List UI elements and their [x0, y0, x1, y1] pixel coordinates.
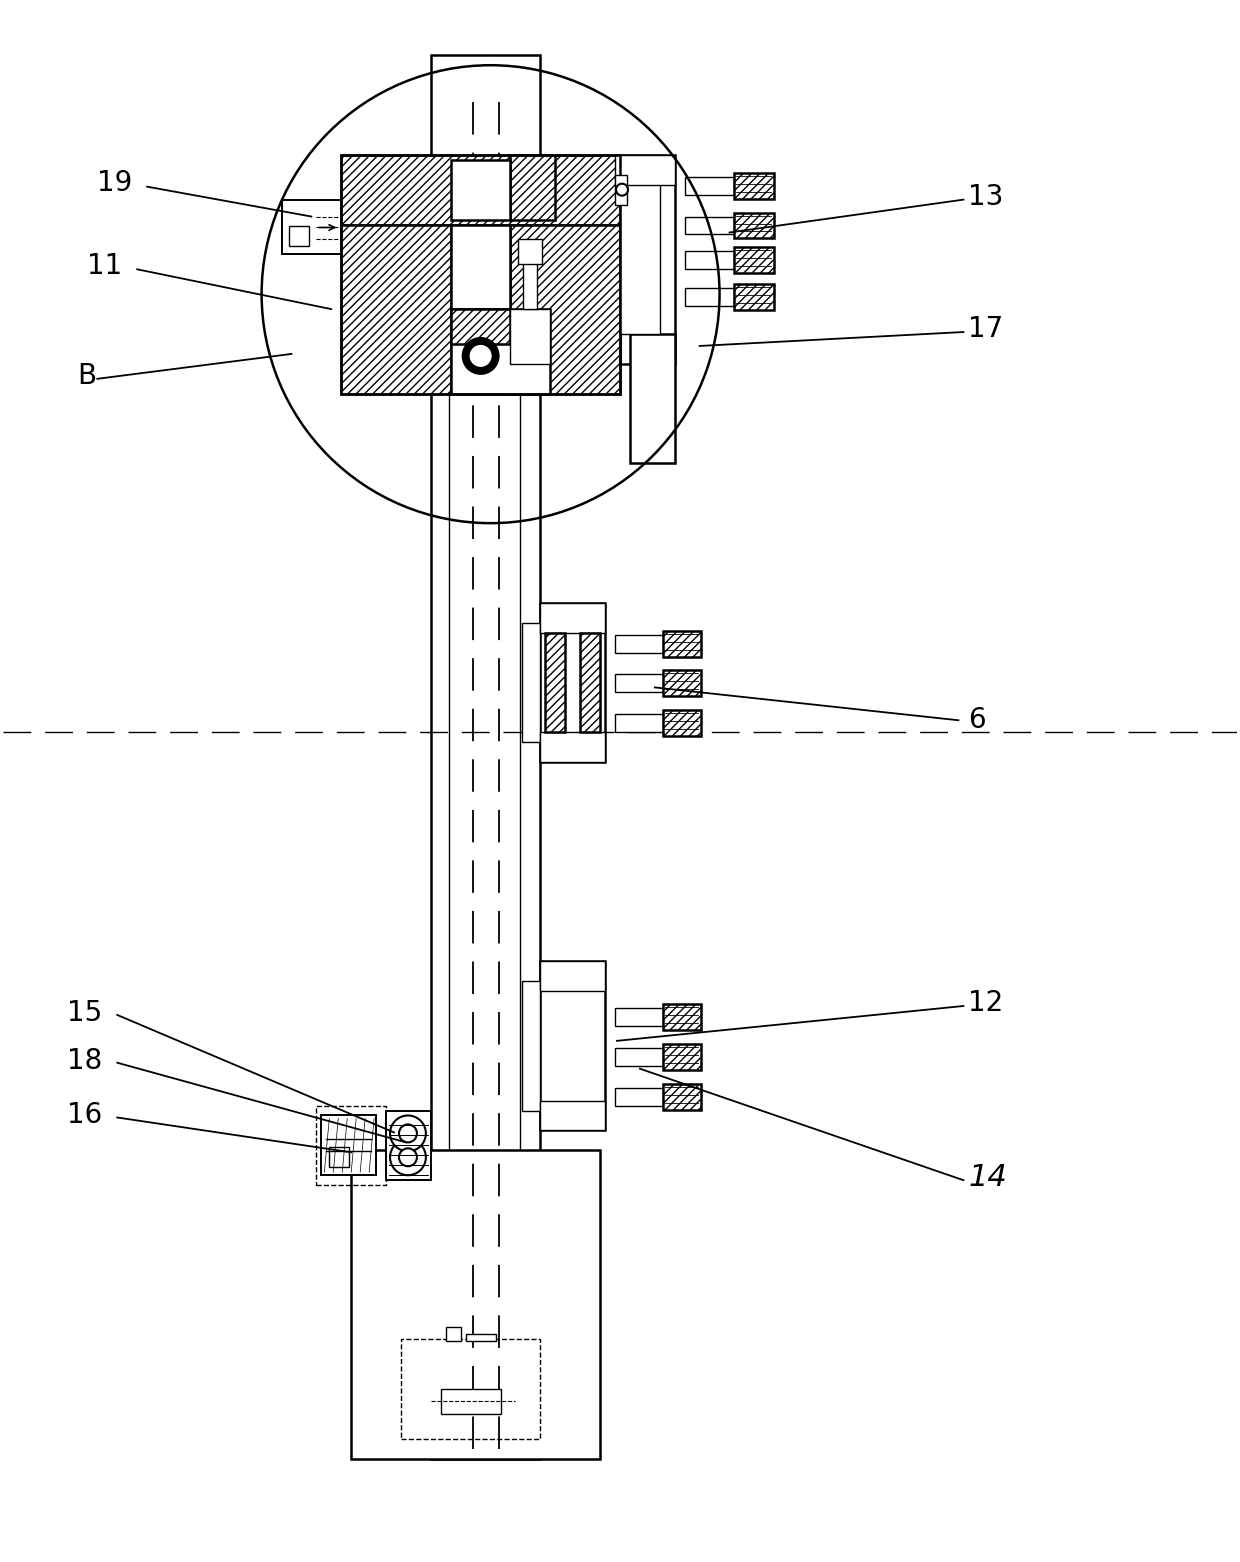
Text: B: B	[77, 362, 97, 390]
Bar	[615, 634, 663, 653]
Bar	[341, 225, 451, 394]
Bar	[663, 1004, 701, 1029]
Bar	[451, 159, 511, 220]
Bar	[541, 1101, 605, 1131]
Bar	[615, 1087, 663, 1106]
Text: 15: 15	[67, 1000, 103, 1026]
Bar	[541, 961, 605, 990]
Bar	[684, 177, 734, 195]
Text: 13: 13	[968, 183, 1004, 211]
Circle shape	[471, 345, 491, 366]
Text: 16: 16	[67, 1101, 103, 1129]
Bar	[663, 1084, 701, 1109]
Bar	[684, 251, 734, 269]
Text: 14: 14	[968, 1162, 1007, 1192]
Text: 6: 6	[968, 706, 986, 734]
Bar	[541, 961, 605, 1131]
Bar	[663, 631, 701, 656]
Bar	[541, 603, 605, 633]
Bar	[615, 675, 663, 692]
Bar	[316, 1106, 386, 1186]
Text: 19: 19	[98, 169, 133, 197]
Bar	[440, 1389, 501, 1414]
Bar	[615, 714, 663, 733]
Bar	[580, 633, 600, 733]
Bar	[522, 623, 541, 742]
Text: 12: 12	[968, 989, 1003, 1017]
Bar	[541, 733, 605, 762]
Bar	[351, 1150, 600, 1459]
Bar	[684, 217, 734, 234]
Bar	[734, 173, 774, 198]
Circle shape	[399, 1148, 417, 1167]
Bar	[289, 226, 310, 247]
Bar	[663, 1043, 701, 1070]
Bar	[523, 259, 537, 309]
Bar	[401, 1340, 541, 1439]
Bar	[684, 289, 734, 306]
Bar	[511, 155, 556, 220]
Bar	[522, 981, 541, 1111]
Bar	[386, 1111, 430, 1181]
Bar	[451, 309, 551, 394]
Bar	[341, 155, 620, 394]
Bar	[321, 1115, 376, 1175]
Bar	[466, 1334, 496, 1342]
Bar	[615, 1048, 663, 1065]
Bar	[615, 175, 627, 205]
Bar	[430, 55, 541, 1459]
Text: 11: 11	[87, 253, 123, 280]
Bar	[734, 284, 774, 311]
Bar	[518, 239, 542, 264]
Bar	[281, 200, 341, 255]
Bar	[615, 155, 675, 184]
Bar	[541, 603, 605, 762]
Circle shape	[391, 1139, 425, 1175]
Bar	[330, 1148, 350, 1167]
Bar	[734, 212, 774, 239]
Bar	[511, 309, 551, 364]
Bar	[451, 309, 511, 344]
Text: 17: 17	[968, 316, 1003, 344]
Bar	[546, 633, 565, 733]
Bar	[446, 1326, 461, 1342]
Bar	[615, 1007, 663, 1026]
Bar	[511, 225, 620, 394]
Bar	[630, 334, 675, 464]
Circle shape	[616, 184, 627, 195]
Circle shape	[391, 1115, 425, 1151]
Circle shape	[399, 1125, 417, 1142]
Bar	[451, 225, 511, 309]
Bar	[663, 711, 701, 736]
Bar	[734, 247, 774, 273]
Circle shape	[463, 337, 498, 373]
Bar	[620, 155, 660, 334]
Text: 18: 18	[67, 1047, 103, 1075]
Bar	[341, 155, 620, 225]
Bar	[620, 155, 675, 364]
Bar	[663, 670, 701, 697]
